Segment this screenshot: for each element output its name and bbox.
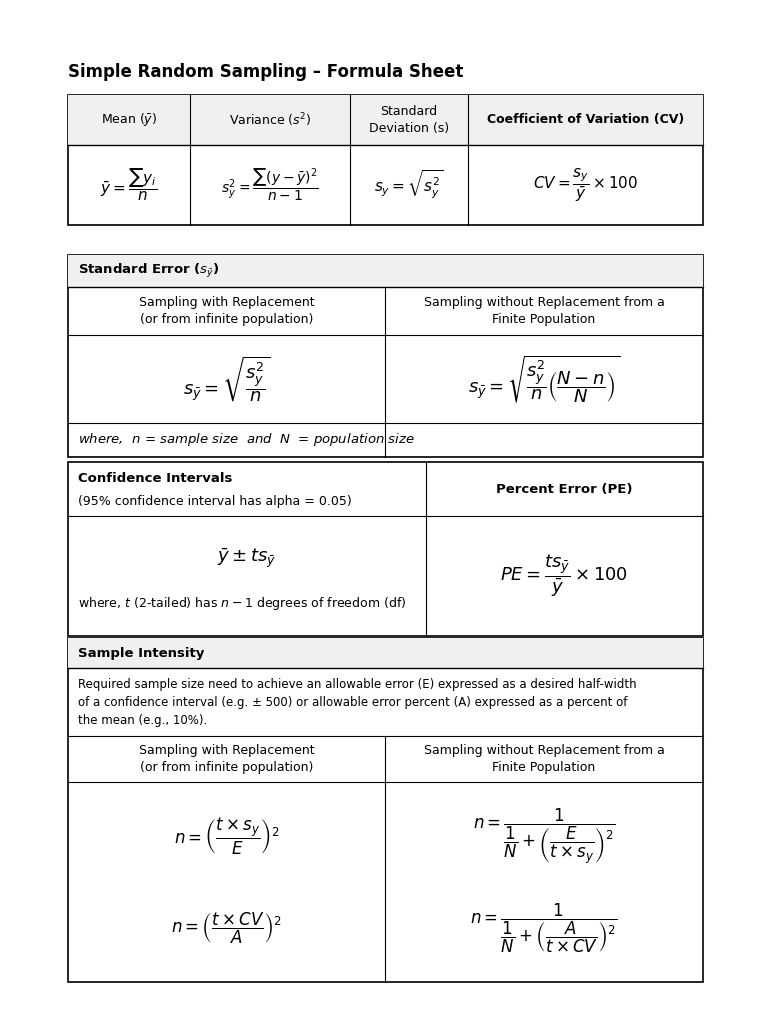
Text: $n = \left(\dfrac{t \times CV}{A}\right)^2$: $n = \left(\dfrac{t \times CV}{A}\right)… — [171, 910, 282, 945]
Text: Sampling without Replacement from a
Finite Population: Sampling without Replacement from a Fini… — [424, 744, 664, 774]
Bar — [68, 95, 703, 225]
Text: (95% confidence interval has alpha = 0.05): (95% confidence interval has alpha = 0.0… — [78, 496, 352, 509]
Text: Sampling with Replacement
(or from infinite population): Sampling with Replacement (or from infin… — [139, 744, 314, 774]
Bar — [68, 638, 703, 668]
Text: $CV = \dfrac{s_y}{\bar{y}} \times 100$: $CV = \dfrac{s_y}{\bar{y}} \times 100$ — [533, 166, 638, 204]
Text: Coefficient of Variation (CV): Coefficient of Variation (CV) — [487, 114, 684, 127]
Bar — [68, 95, 703, 145]
Text: $s_{\bar{y}} = \sqrt{\dfrac{s^2_y}{n}}$: $s_{\bar{y}} = \sqrt{\dfrac{s^2_y}{n}}$ — [183, 354, 270, 403]
Text: Confidence Intervals: Confidence Intervals — [78, 472, 233, 485]
Text: Percent Error (PE): Percent Error (PE) — [496, 482, 633, 496]
Text: Sampling with Replacement
(or from infinite population): Sampling with Replacement (or from infin… — [139, 296, 314, 326]
Text: Mean ($\bar{y}$): Mean ($\bar{y}$) — [101, 112, 157, 128]
Text: Required sample size need to achieve an allowable error (E) expressed as a desir: Required sample size need to achieve an … — [78, 678, 637, 727]
Text: Variance ($s^2$): Variance ($s^2$) — [229, 112, 311, 129]
Bar — [68, 462, 703, 636]
Text: Sample Intensity: Sample Intensity — [78, 646, 204, 659]
Bar — [68, 255, 703, 287]
Text: Sampling without Replacement from a
Finite Population: Sampling without Replacement from a Fini… — [424, 296, 664, 326]
Text: where,  $n$ = sample size  and  $N$  = population size: where, $n$ = sample size and $N$ = popul… — [78, 431, 415, 449]
Text: Simple Random Sampling – Formula Sheet: Simple Random Sampling – Formula Sheet — [68, 63, 463, 81]
Text: $n = \dfrac{1}{\dfrac{1}{N}+\left(\dfrac{A}{t \times CV}\right)^2}$: $n = \dfrac{1}{\dfrac{1}{N}+\left(\dfrac… — [470, 901, 617, 954]
Text: $s_y = \sqrt{s^2_y}$: $s_y = \sqrt{s^2_y}$ — [374, 169, 444, 201]
Text: $s^2_y = \dfrac{\sum(y-\bar{y})^2}{n-1}$: $s^2_y = \dfrac{\sum(y-\bar{y})^2}{n-1}$ — [221, 167, 319, 203]
Text: $n = \dfrac{1}{\dfrac{1}{N}+\left(\dfrac{E}{t \times s_y}\right)^2}$: $n = \dfrac{1}{\dfrac{1}{N}+\left(\dfrac… — [473, 806, 615, 866]
Text: $s_{\bar{y}} = \sqrt{\dfrac{s^2_y}{n}\left(\dfrac{N-n}{N}\right)}$: $s_{\bar{y}} = \sqrt{\dfrac{s^2_y}{n}\le… — [468, 353, 620, 404]
Bar — [68, 255, 703, 457]
Text: $PE = \dfrac{ts_{\bar{y}}}{\bar{y}} \times 100$: $PE = \dfrac{ts_{\bar{y}}}{\bar{y}} \tim… — [501, 553, 628, 599]
Text: $\bar{y} = \dfrac{\sum y_i}{n}$: $\bar{y} = \dfrac{\sum y_i}{n}$ — [101, 167, 157, 204]
Text: Standard
Deviation (s): Standard Deviation (s) — [369, 105, 449, 135]
Text: $n = \left(\dfrac{t \times s_y}{E}\right)^2$: $n = \left(\dfrac{t \times s_y}{E}\right… — [174, 815, 280, 856]
Text: Standard Error ($s_{\bar{y}}$): Standard Error ($s_{\bar{y}}$) — [78, 262, 220, 280]
Text: $\bar{y} \pm ts_{\bar{y}}$: $\bar{y} \pm ts_{\bar{y}}$ — [217, 546, 276, 570]
Text: where, $t$ (2-tailed) has $n-1$ degrees of freedom (df): where, $t$ (2-tailed) has $n-1$ degrees … — [78, 596, 406, 612]
Bar — [68, 638, 703, 982]
